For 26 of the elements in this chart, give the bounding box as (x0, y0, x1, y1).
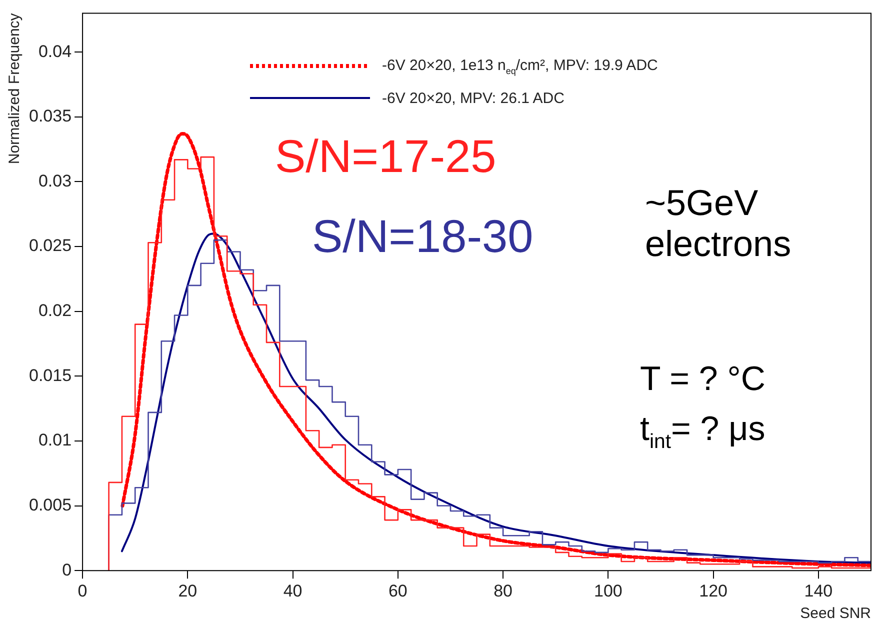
x-tick-label: 120 (699, 581, 728, 600)
x-tick-label: 20 (178, 581, 198, 600)
annotation: S/N=17-25 (275, 130, 496, 183)
annotation: S/N=18-30 (312, 210, 534, 263)
y-tick-label: 0.01 (38, 430, 72, 450)
legend-label: -6V 20×20, MPV: 26.1 ADC (382, 90, 564, 106)
y-tick-label: 0.03 (38, 171, 72, 190)
annotation: ~5GeV electrons (645, 182, 792, 265)
y-tick-label: 0.025 (28, 236, 72, 256)
annotation: T = ? °C (640, 360, 766, 400)
x-tick-label: 80 (494, 581, 513, 600)
y-tick-label: 0.035 (28, 106, 72, 126)
x-axis-title: Seed SNR (800, 605, 872, 622)
y-tick-label: 0.02 (38, 301, 72, 320)
y-tick-label: 0 (62, 560, 72, 580)
y-tick-label: 0.04 (38, 42, 72, 61)
y-axis-title: Normalized Frequency (6, 12, 24, 164)
x-tick-label: 0 (78, 581, 88, 600)
legend-label: -6V 20×20, 1e13 n$_{eq}$/cm², MPV: 19.9 ADC (382, 56, 658, 76)
annotation: t$_{int}$= ? μs (640, 410, 766, 454)
x-tick-label: 140 (804, 581, 833, 600)
y-tick-label: 0.005 (28, 495, 72, 514)
y-tick-label: 0.015 (28, 366, 72, 385)
x-tick-label: 60 (388, 581, 408, 600)
x-tick-label: 40 (283, 581, 302, 600)
x-tick-label: 100 (594, 581, 622, 600)
